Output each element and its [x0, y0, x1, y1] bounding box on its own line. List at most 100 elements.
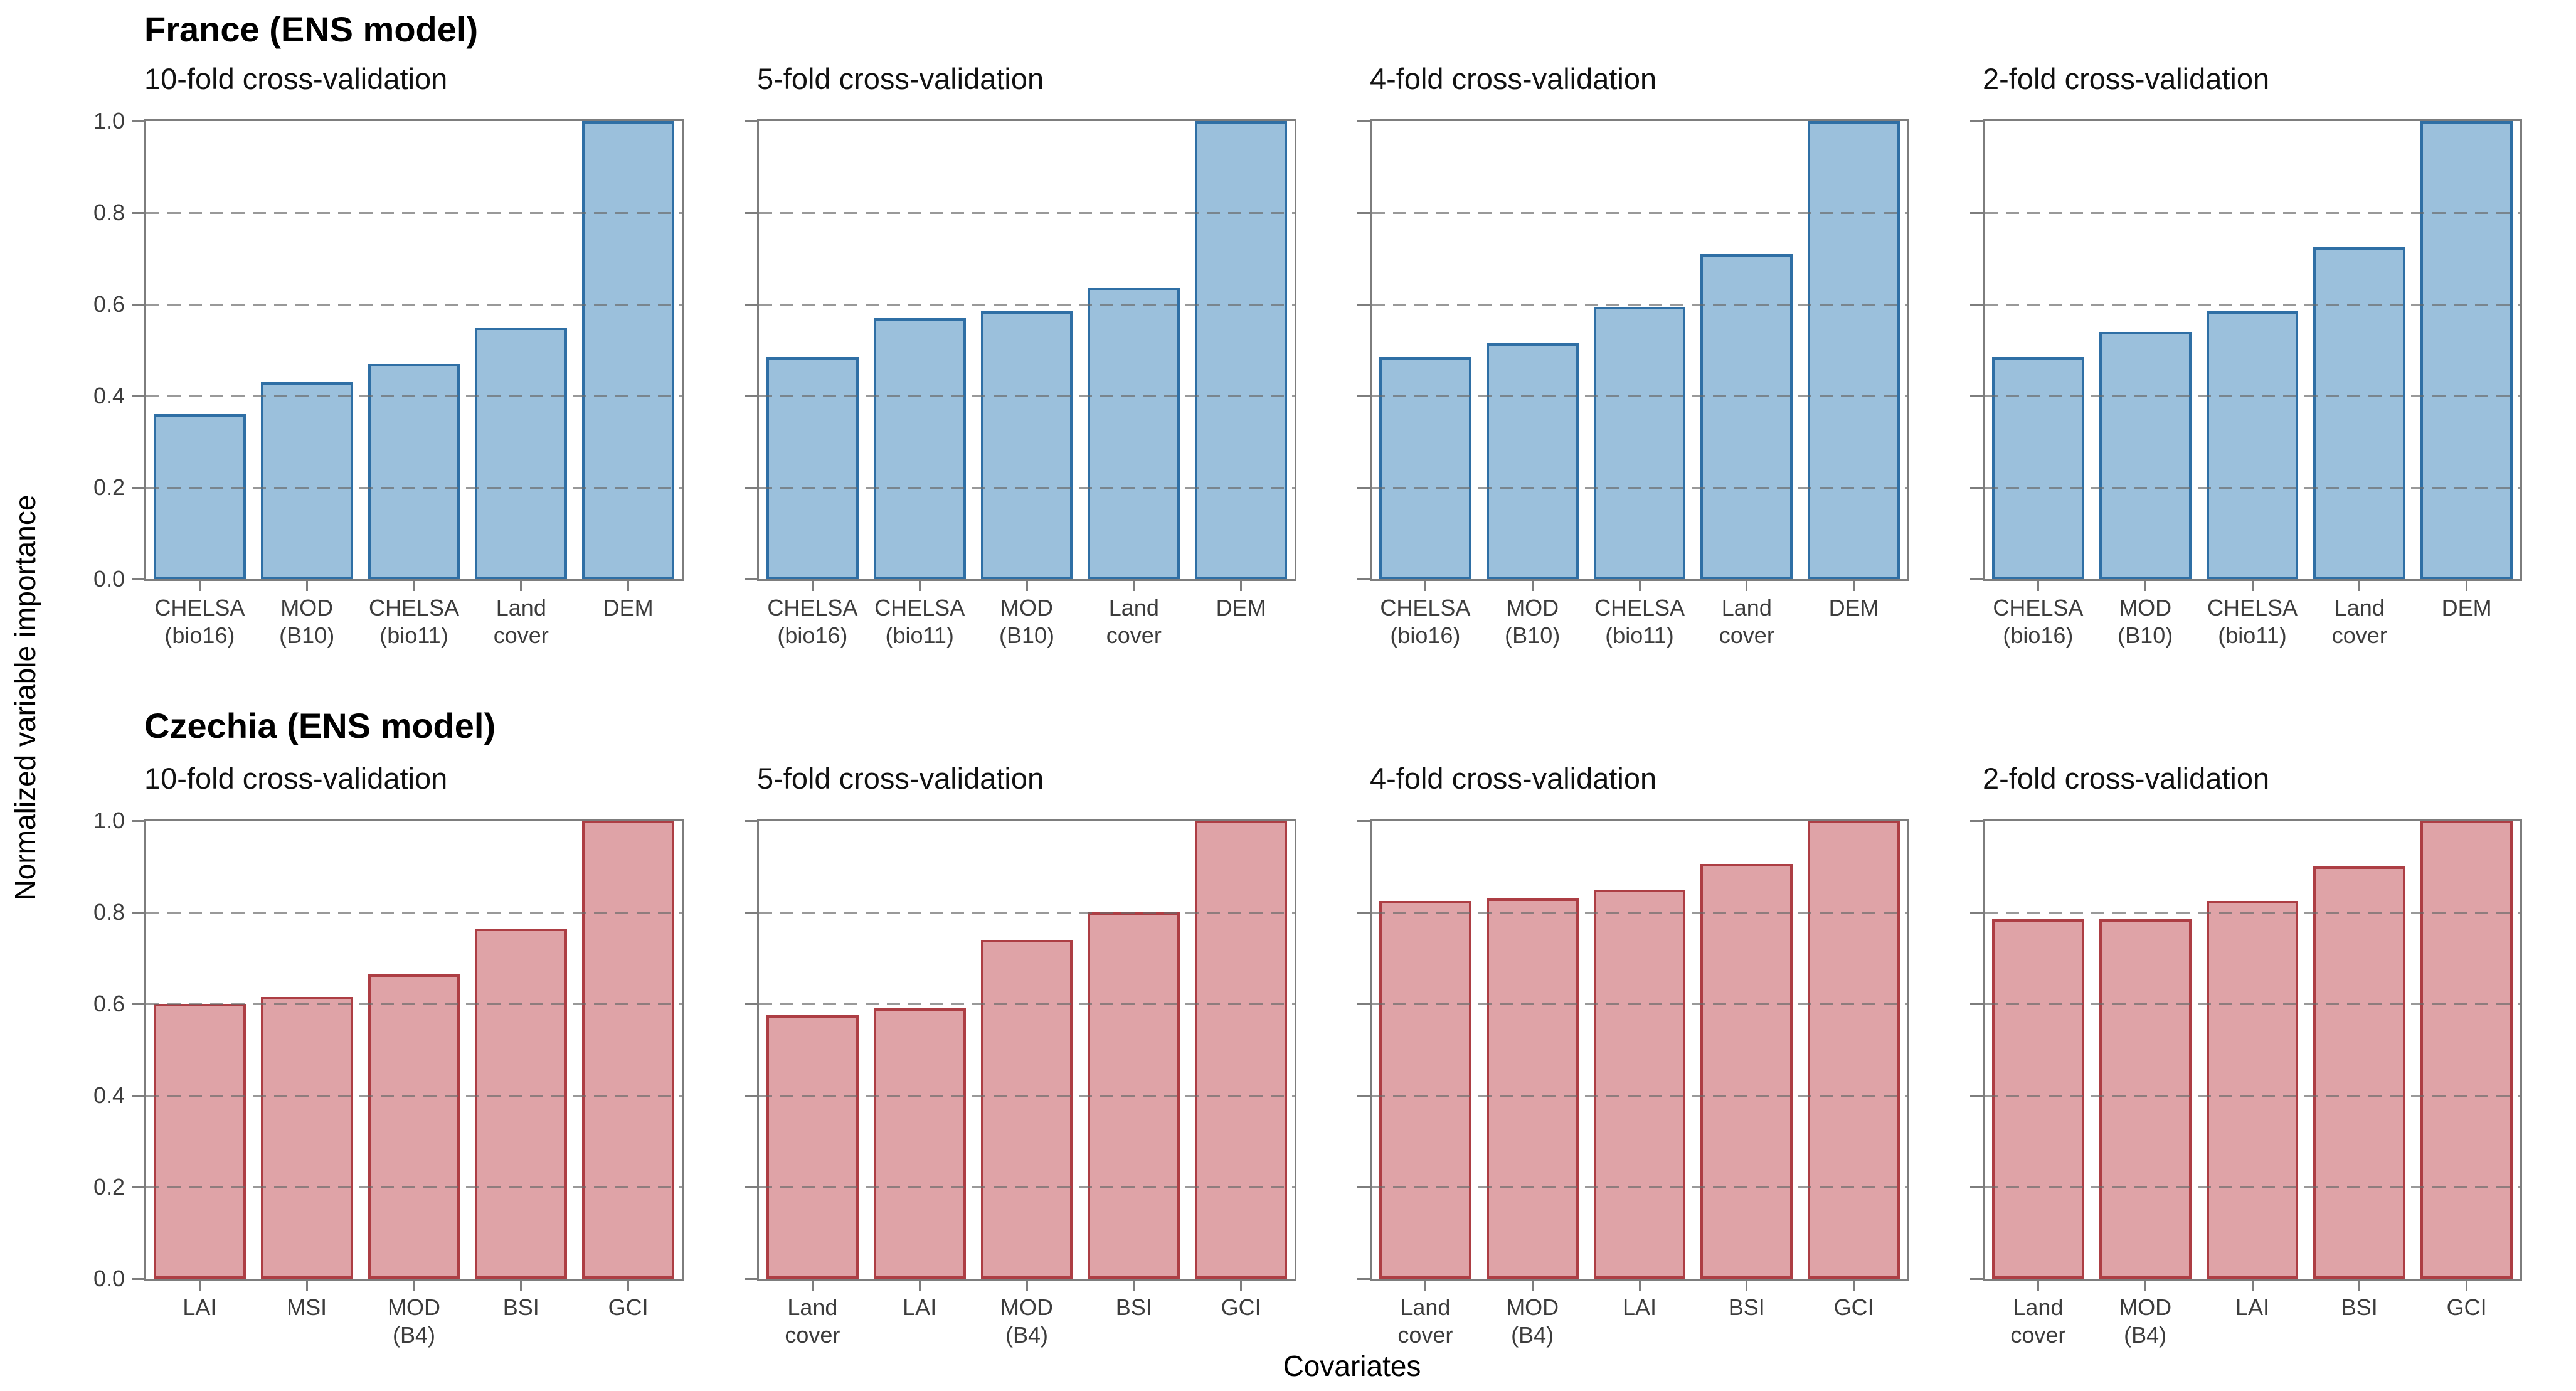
x-tick-label: CHELSA (bio16) [1993, 595, 2084, 648]
x-tick-label: Land cover [1719, 595, 1774, 648]
panel-czechia-5-fold: 5-fold cross-validation Land cover LAI MOD… [745, 761, 1296, 1388]
x-tick [2358, 1281, 2361, 1291]
x-tick [2037, 1281, 2039, 1291]
y-tick [1970, 486, 1983, 489]
x-tick [1026, 1281, 1028, 1291]
y-tick [1970, 303, 1983, 306]
gridline [146, 395, 682, 397]
gridline [759, 395, 1295, 397]
bar [2206, 900, 2299, 1279]
x-tick [2466, 1281, 2468, 1291]
gridline [759, 486, 1295, 489]
bar [2420, 821, 2513, 1279]
y-tick [745, 211, 757, 214]
gridline [1985, 211, 2520, 214]
bar [766, 1015, 859, 1279]
x-tick-label: BSI [1115, 1294, 1152, 1320]
bar [2420, 121, 2513, 579]
gridline [146, 303, 682, 306]
plot-area: CHELSA (bio16) CHELSA (bio11) MOD (B10) Lan… [745, 119, 1296, 648]
y-tick [1357, 211, 1370, 214]
x-tick [2251, 581, 2254, 591]
gridline [146, 911, 682, 914]
bar [582, 121, 675, 579]
y-tick [1357, 395, 1370, 397]
y-tick-label: 0.4 [93, 383, 125, 408]
x-tick-label: MOD (B4) [1000, 1294, 1053, 1348]
subplot-title: 10-fold cross-validation [144, 762, 448, 795]
subplot-title: 5-fold cross-validation [757, 62, 1044, 95]
y-tick [132, 1186, 144, 1188]
y-tick [1357, 819, 1370, 822]
y-tick [132, 1094, 144, 1097]
gridline [759, 1186, 1295, 1188]
y-tick [132, 1277, 144, 1280]
plot-area: CHELSA (bio16) MOD (B10) CHELSA (bio11) Lan… [1970, 119, 2522, 648]
y-tick [1357, 578, 1370, 580]
y-tick-label: 0.2 [93, 474, 125, 500]
y-tick [1970, 395, 1983, 397]
gridline [1372, 303, 1907, 306]
y-tick [1970, 911, 1983, 914]
y-tick [745, 303, 757, 306]
gridline [146, 1186, 682, 1188]
x-tick-label: CHELSA (bio11) [368, 595, 460, 648]
x-tick-label: CHELSA (bio11) [874, 595, 965, 648]
subplot-title: 2-fold cross-validation [1983, 62, 2270, 95]
y-tick [1357, 120, 1370, 122]
bar [1486, 343, 1579, 579]
gridline [1372, 395, 1907, 397]
y-tick-label: 0.4 [93, 1082, 125, 1108]
x-tick [1746, 1281, 1748, 1291]
gridline [759, 1094, 1295, 1097]
y-tick [1357, 1277, 1370, 1280]
bar [2099, 331, 2192, 579]
y-tick-label: 1.0 [93, 108, 125, 134]
gridline [1372, 1094, 1907, 1097]
y-tick [1357, 303, 1370, 306]
y-tick-label: 0.0 [93, 1266, 125, 1291]
y-tick-label: 0.2 [93, 1174, 125, 1200]
subplot-title: 2-fold cross-validation [1983, 762, 2270, 795]
x-tick [1853, 1281, 1855, 1291]
bar [475, 327, 568, 579]
bar [1088, 288, 1180, 579]
x-tick [2251, 1281, 2254, 1291]
x-tick [1746, 581, 1748, 591]
y-tick [745, 1186, 757, 1188]
x-tick-label: MOD (B4) [1506, 1294, 1559, 1348]
x-tick [1424, 581, 1426, 591]
x-tick [627, 1281, 630, 1291]
x-tick-label: CHELSA (bio16) [767, 595, 858, 648]
y-tick [1970, 1186, 1983, 1188]
x-tick [1531, 1281, 1534, 1291]
x-tick-label: LAI [2235, 1294, 2270, 1320]
section-heading-czechia: Czechia (ENS model) [144, 706, 496, 745]
y-tick [745, 819, 757, 822]
panel-france-4-fold: 4-fold cross-validation CHELSA (bio16) MO… [1357, 61, 1909, 689]
x-tick [1240, 1281, 1243, 1291]
bar [1379, 900, 1471, 1279]
gridline [1372, 911, 1907, 914]
y-tick [745, 1003, 757, 1005]
y-tick [132, 911, 144, 914]
bar [1195, 821, 1288, 1279]
x-tick [198, 581, 201, 591]
gridline [146, 1003, 682, 1005]
x-tick-label: MOD (B10) [2118, 595, 2173, 648]
y-tick-label: 0.0 [93, 566, 125, 592]
x-tick [627, 581, 630, 591]
bar [1700, 864, 1793, 1279]
y-tick [132, 303, 144, 306]
bar [582, 821, 675, 1279]
x-tick [2466, 581, 2468, 591]
bar [2099, 919, 2192, 1279]
gridline [759, 911, 1295, 914]
x-tick [1531, 581, 1534, 591]
bar [2313, 247, 2406, 579]
panel-france-10-fold: 10-fold cross-validation CHELSA (bio16) M… [93, 61, 684, 689]
bar [475, 928, 568, 1279]
x-tick [918, 581, 921, 591]
plot-area: LAI MSI MOD (B4) BSI GCI 0.0 0.2 0.4 0.6 0.8 1.0 [93, 807, 684, 1348]
plot-area: Land cover MOD (B4) LAI BSI GCI [1357, 819, 1909, 1348]
